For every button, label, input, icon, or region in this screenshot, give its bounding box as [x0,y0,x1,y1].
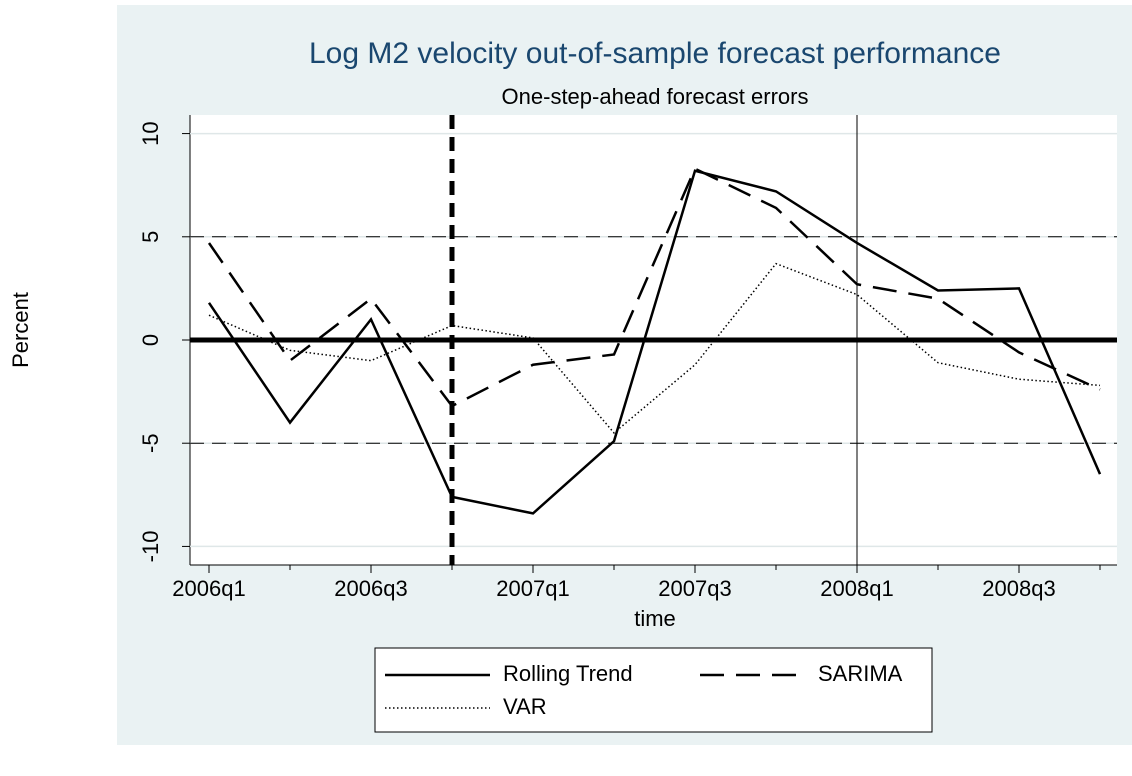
series-line [208,262,1101,434]
y-tick-label: 10 [138,121,163,145]
x-tick-label: 2007q3 [658,576,731,601]
legend-label: Rolling Trend [503,661,633,686]
y-tick-label: -10 [138,531,163,563]
y-tick-label: 0 [138,334,163,346]
chart-title: Log M2 velocity out-of-sample forecast p… [309,37,1001,70]
y-tick-label: 5 [138,231,163,243]
x-tick-label: 2006q3 [334,576,407,601]
legend [374,647,933,733]
series-line [207,169,1102,515]
chart-subtitle: One-step-ahead forecast errors [502,84,809,109]
y-tick-label: -5 [138,433,163,453]
x-tick-label: 2008q1 [820,576,893,601]
series-line [207,166,1101,408]
legend-label: SARIMA [818,661,903,686]
x-tick-label: 2008q3 [982,576,1055,601]
legend-label: VAR [503,694,547,719]
x-axis-label: time [634,606,676,631]
x-tick-label: 2006q1 [172,576,245,601]
x-tick-label: 2007q1 [496,576,569,601]
y-axis-label: Percent [8,292,33,368]
